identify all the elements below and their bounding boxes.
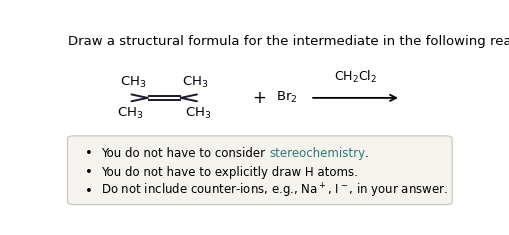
Text: CH$_2$Cl$_2$: CH$_2$Cl$_2$: [334, 69, 377, 85]
Text: CH$_3$: CH$_3$: [117, 106, 143, 121]
Text: CH$_3$: CH$_3$: [185, 106, 212, 121]
Text: •: •: [86, 147, 93, 160]
Text: stereochemistry: stereochemistry: [269, 147, 365, 160]
Text: Do not include counter-ions, e.g., Na$^+$, I$^-$, in your answer.: Do not include counter-ions, e.g., Na$^+…: [101, 182, 448, 200]
Text: Br$_2$: Br$_2$: [276, 90, 297, 106]
FancyBboxPatch shape: [68, 136, 452, 205]
Text: CH$_3$: CH$_3$: [120, 75, 146, 90]
Text: •: •: [86, 184, 93, 198]
Text: .: .: [365, 147, 369, 160]
Text: Draw a structural formula for the intermediate in the following reaction:: Draw a structural formula for the interm…: [68, 35, 509, 48]
Text: •: •: [86, 165, 93, 179]
Text: You do not have to consider: You do not have to consider: [101, 147, 269, 160]
Text: CH$_3$: CH$_3$: [182, 75, 209, 90]
Text: +: +: [252, 89, 266, 107]
Text: You do not have to explicitly draw H atoms.: You do not have to explicitly draw H ato…: [101, 165, 358, 179]
